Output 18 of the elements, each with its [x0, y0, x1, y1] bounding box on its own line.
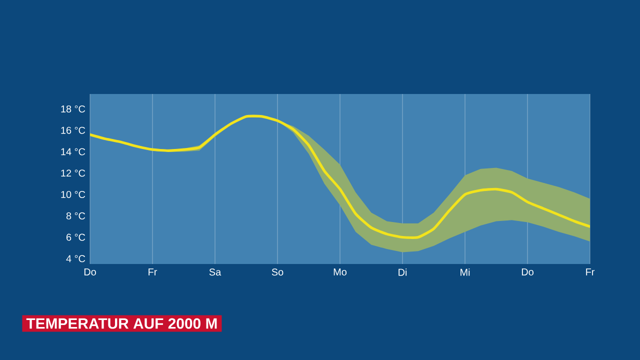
y-tick-label: 4 °C — [66, 255, 86, 262]
x-tick-label: Fr — [586, 268, 595, 276]
y-tick-label: 8 °C — [66, 212, 86, 220]
y-tick-label: 16 °C — [61, 126, 86, 134]
x-tick-label: Fr — [148, 268, 158, 276]
x-tick-label: Di — [398, 268, 407, 276]
text: TEMPERATUR AUF 2000 M — [26, 318, 217, 329]
x-tick-label: Mi — [460, 268, 470, 276]
x-tick-label: Sa — [209, 268, 222, 276]
x-tick-label: So — [272, 268, 284, 276]
y-tick-label: 6 °C — [66, 234, 86, 241]
y-tick-label: 12 °C — [61, 170, 86, 177]
y-tick-label: 18 °C — [61, 105, 86, 112]
x-tick-label: Do — [522, 268, 534, 276]
y-tick-label: 14 °C — [61, 148, 86, 156]
x-tick-label: Do — [84, 268, 96, 276]
y-tick-label: 10 °C — [61, 190, 86, 198]
x-tick-label: Mo — [334, 268, 347, 276]
